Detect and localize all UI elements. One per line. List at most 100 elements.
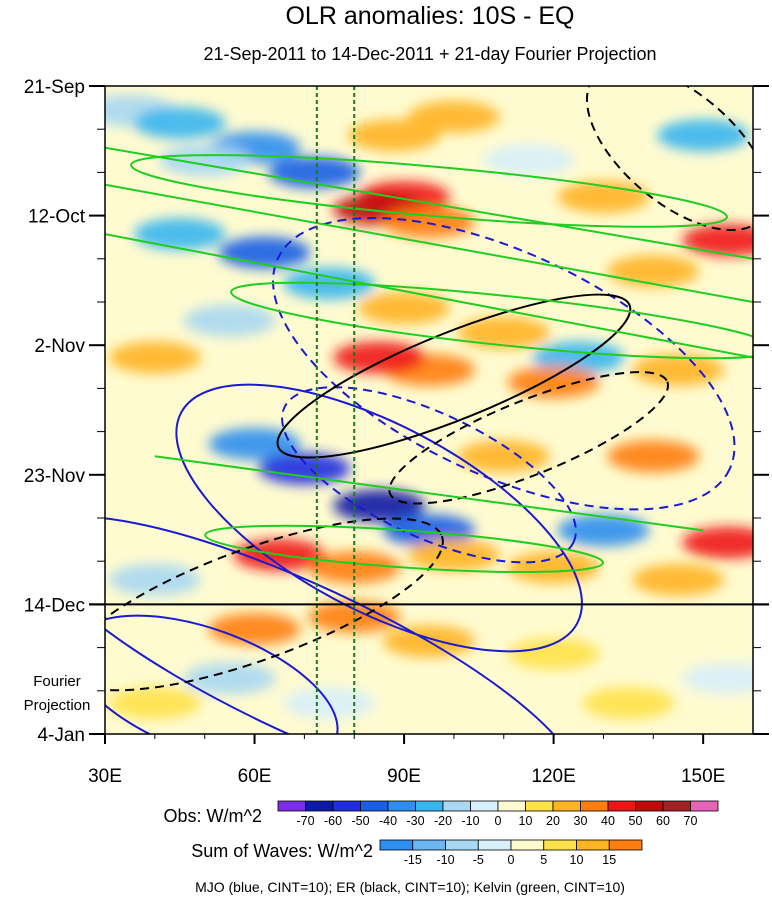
plot-frame — [104, 85, 754, 735]
waves-colorbar-level-3: 0 — [508, 853, 515, 867]
obs-colorbar-level-9: 20 — [546, 814, 560, 828]
chart-title: OLR anomalies: 10S - EQ — [285, 2, 574, 30]
obs-colorbar-swatch-9 — [525, 800, 554, 812]
contour-mjo-0 — [272, 217, 736, 511]
field-cell-24 — [507, 366, 600, 399]
contour-kelvin-10 — [230, 281, 753, 360]
field-cell-12 — [657, 119, 750, 152]
contour-kelvin-band-1 — [105, 183, 753, 303]
field-cell-49 — [108, 687, 201, 720]
y-tick-label-1: 12-Oct — [28, 207, 86, 228]
projection-label-line1: Fourier — [33, 673, 81, 690]
obs-colorbar-level-0: -70 — [296, 814, 314, 828]
wave-contours — [105, 86, 753, 734]
obs-colorbar-level-11: 40 — [601, 814, 615, 828]
y-tick-label-0: 21-Sep — [24, 77, 85, 98]
obs-colorbar-level-13: 60 — [656, 814, 670, 828]
field-cell-41 — [208, 613, 301, 646]
field-cell-38 — [507, 551, 600, 584]
contour-mjo-3 — [105, 614, 339, 734]
waves-colorbar-swatch-6 — [576, 839, 610, 851]
y-tick-label-3: 23-Nov — [24, 466, 86, 487]
contour-er-6 — [388, 371, 670, 505]
obs-colorbar-level-14: 70 — [684, 814, 698, 828]
field-cell-1 — [133, 107, 226, 140]
field-cell-21 — [333, 341, 426, 374]
field-cell-10 — [482, 144, 575, 177]
field-cell-44 — [183, 662, 276, 695]
y-tick-label-4: 14-Dec — [24, 595, 85, 616]
obs-colorbar-swatch-13 — [635, 800, 664, 812]
x-tick-label-1: 60E — [238, 766, 272, 787]
field-cell-33 — [682, 526, 753, 559]
waves-colorbar-level-2: -5 — [473, 853, 484, 867]
obs-colorbar-swatch-2 — [332, 800, 361, 812]
obs-colorbar-swatch-5 — [415, 800, 444, 812]
obs-colorbar-swatch-14 — [662, 800, 691, 812]
reference-longitude-lines — [315, 86, 356, 734]
field-cell-27 — [208, 427, 301, 460]
obs-colorbar-level-5: -20 — [434, 814, 452, 828]
field-cell-18 — [183, 304, 276, 337]
contour-er-5 — [276, 293, 632, 459]
projection-label-line2: Projection — [24, 697, 91, 714]
plot-area: 21-Sep 12-Oct 2-Nov 23-Nov 14-Dec 4-Jan 30E 60… — [24, 77, 769, 787]
contour-kelvin-band-0 — [105, 146, 753, 260]
obs-colorbar-swatch-0 — [277, 800, 306, 812]
x-axis: 30E 60E 90E 120E 150E — [88, 734, 725, 787]
obs-colorbar: Obs: W/m^2 -70 -60 -50 -40 -30 -20 -10 0 10 20 30 4… — [164, 800, 719, 828]
field-cell-48 — [682, 662, 753, 695]
obs-colorbar-level-1: -60 — [324, 814, 342, 828]
field-cell-34 — [557, 514, 650, 547]
obs-colorbar-level-3: -40 — [379, 814, 397, 828]
field-cell-37 — [407, 539, 500, 572]
obs-colorbar-level-10: 30 — [574, 814, 588, 828]
obs-colorbar-swatch-1 — [305, 800, 334, 812]
obs-colorbar-swatch-10 — [552, 800, 581, 812]
field-cell-14 — [607, 255, 700, 288]
y-axis: 21-Sep 12-Oct 2-Nov 23-Nov 14-Dec 4-Jan — [24, 77, 769, 746]
contour-kelvin-band-3 — [154, 455, 704, 532]
waves-colorbar-swatch-4 — [510, 839, 545, 851]
field-cell-15 — [133, 218, 226, 251]
waves-colorbar-level-1: -10 — [436, 853, 454, 867]
obs-colorbar-swatch-3 — [360, 800, 389, 812]
field-cell-6 — [407, 100, 500, 133]
obs-colorbar-swatch-7 — [470, 800, 499, 812]
contour-er-7 — [105, 517, 444, 692]
x-tick-label-3: 120E — [531, 766, 575, 787]
y-tick-label-5: 4-Jan — [37, 725, 85, 746]
obs-colorbar-swatch-8 — [497, 800, 526, 812]
waves-colorbar-swatch-5 — [543, 839, 577, 851]
field-cell-25 — [632, 353, 725, 386]
waves-colorbar-swatch-1 — [412, 839, 446, 851]
obs-colorbar-level-6: -10 — [461, 814, 479, 828]
obs-colorbar-level-8: 10 — [519, 814, 533, 828]
waves-colorbar-swatch-7 — [608, 839, 643, 851]
contour-kelvin-11 — [204, 524, 604, 573]
field-cell-13 — [682, 224, 753, 257]
y-tick-label-2: 2-Nov — [34, 336, 85, 357]
x-tick-label-2: 90E — [387, 766, 421, 787]
obs-colorbar-level-7: 0 — [495, 814, 502, 828]
contour-kelvin-band-2 — [105, 233, 753, 359]
contour-kelvin-9 — [130, 154, 728, 228]
field-cell-22 — [457, 316, 550, 349]
field-cell-40 — [108, 563, 201, 596]
waves-colorbar-level-5: 10 — [570, 853, 584, 867]
waves-colorbar-swatch-3 — [477, 839, 512, 851]
obs-colorbar-label: Obs: W/m^2 — [164, 806, 262, 826]
x-tick-label-0: 30E — [88, 766, 122, 787]
waves-colorbar-swatch-2 — [445, 839, 479, 851]
waves-colorbar-label: Sum of Waves: W/m^2 — [191, 841, 373, 861]
field-cell-31 — [457, 440, 550, 473]
contour-mjo-2 — [105, 515, 579, 734]
chart-subtitle: 21-Sep-2011 to 14-Dec-2011 + 21-day Four… — [203, 44, 656, 64]
field-cell-30 — [383, 514, 475, 547]
waves-colorbar-level-0: -15 — [404, 853, 422, 867]
field-cell-46 — [507, 637, 600, 670]
field-cell-9 — [383, 205, 475, 238]
waves-colorbar-swatch-0 — [379, 839, 414, 851]
field-cell-28 — [258, 452, 351, 485]
